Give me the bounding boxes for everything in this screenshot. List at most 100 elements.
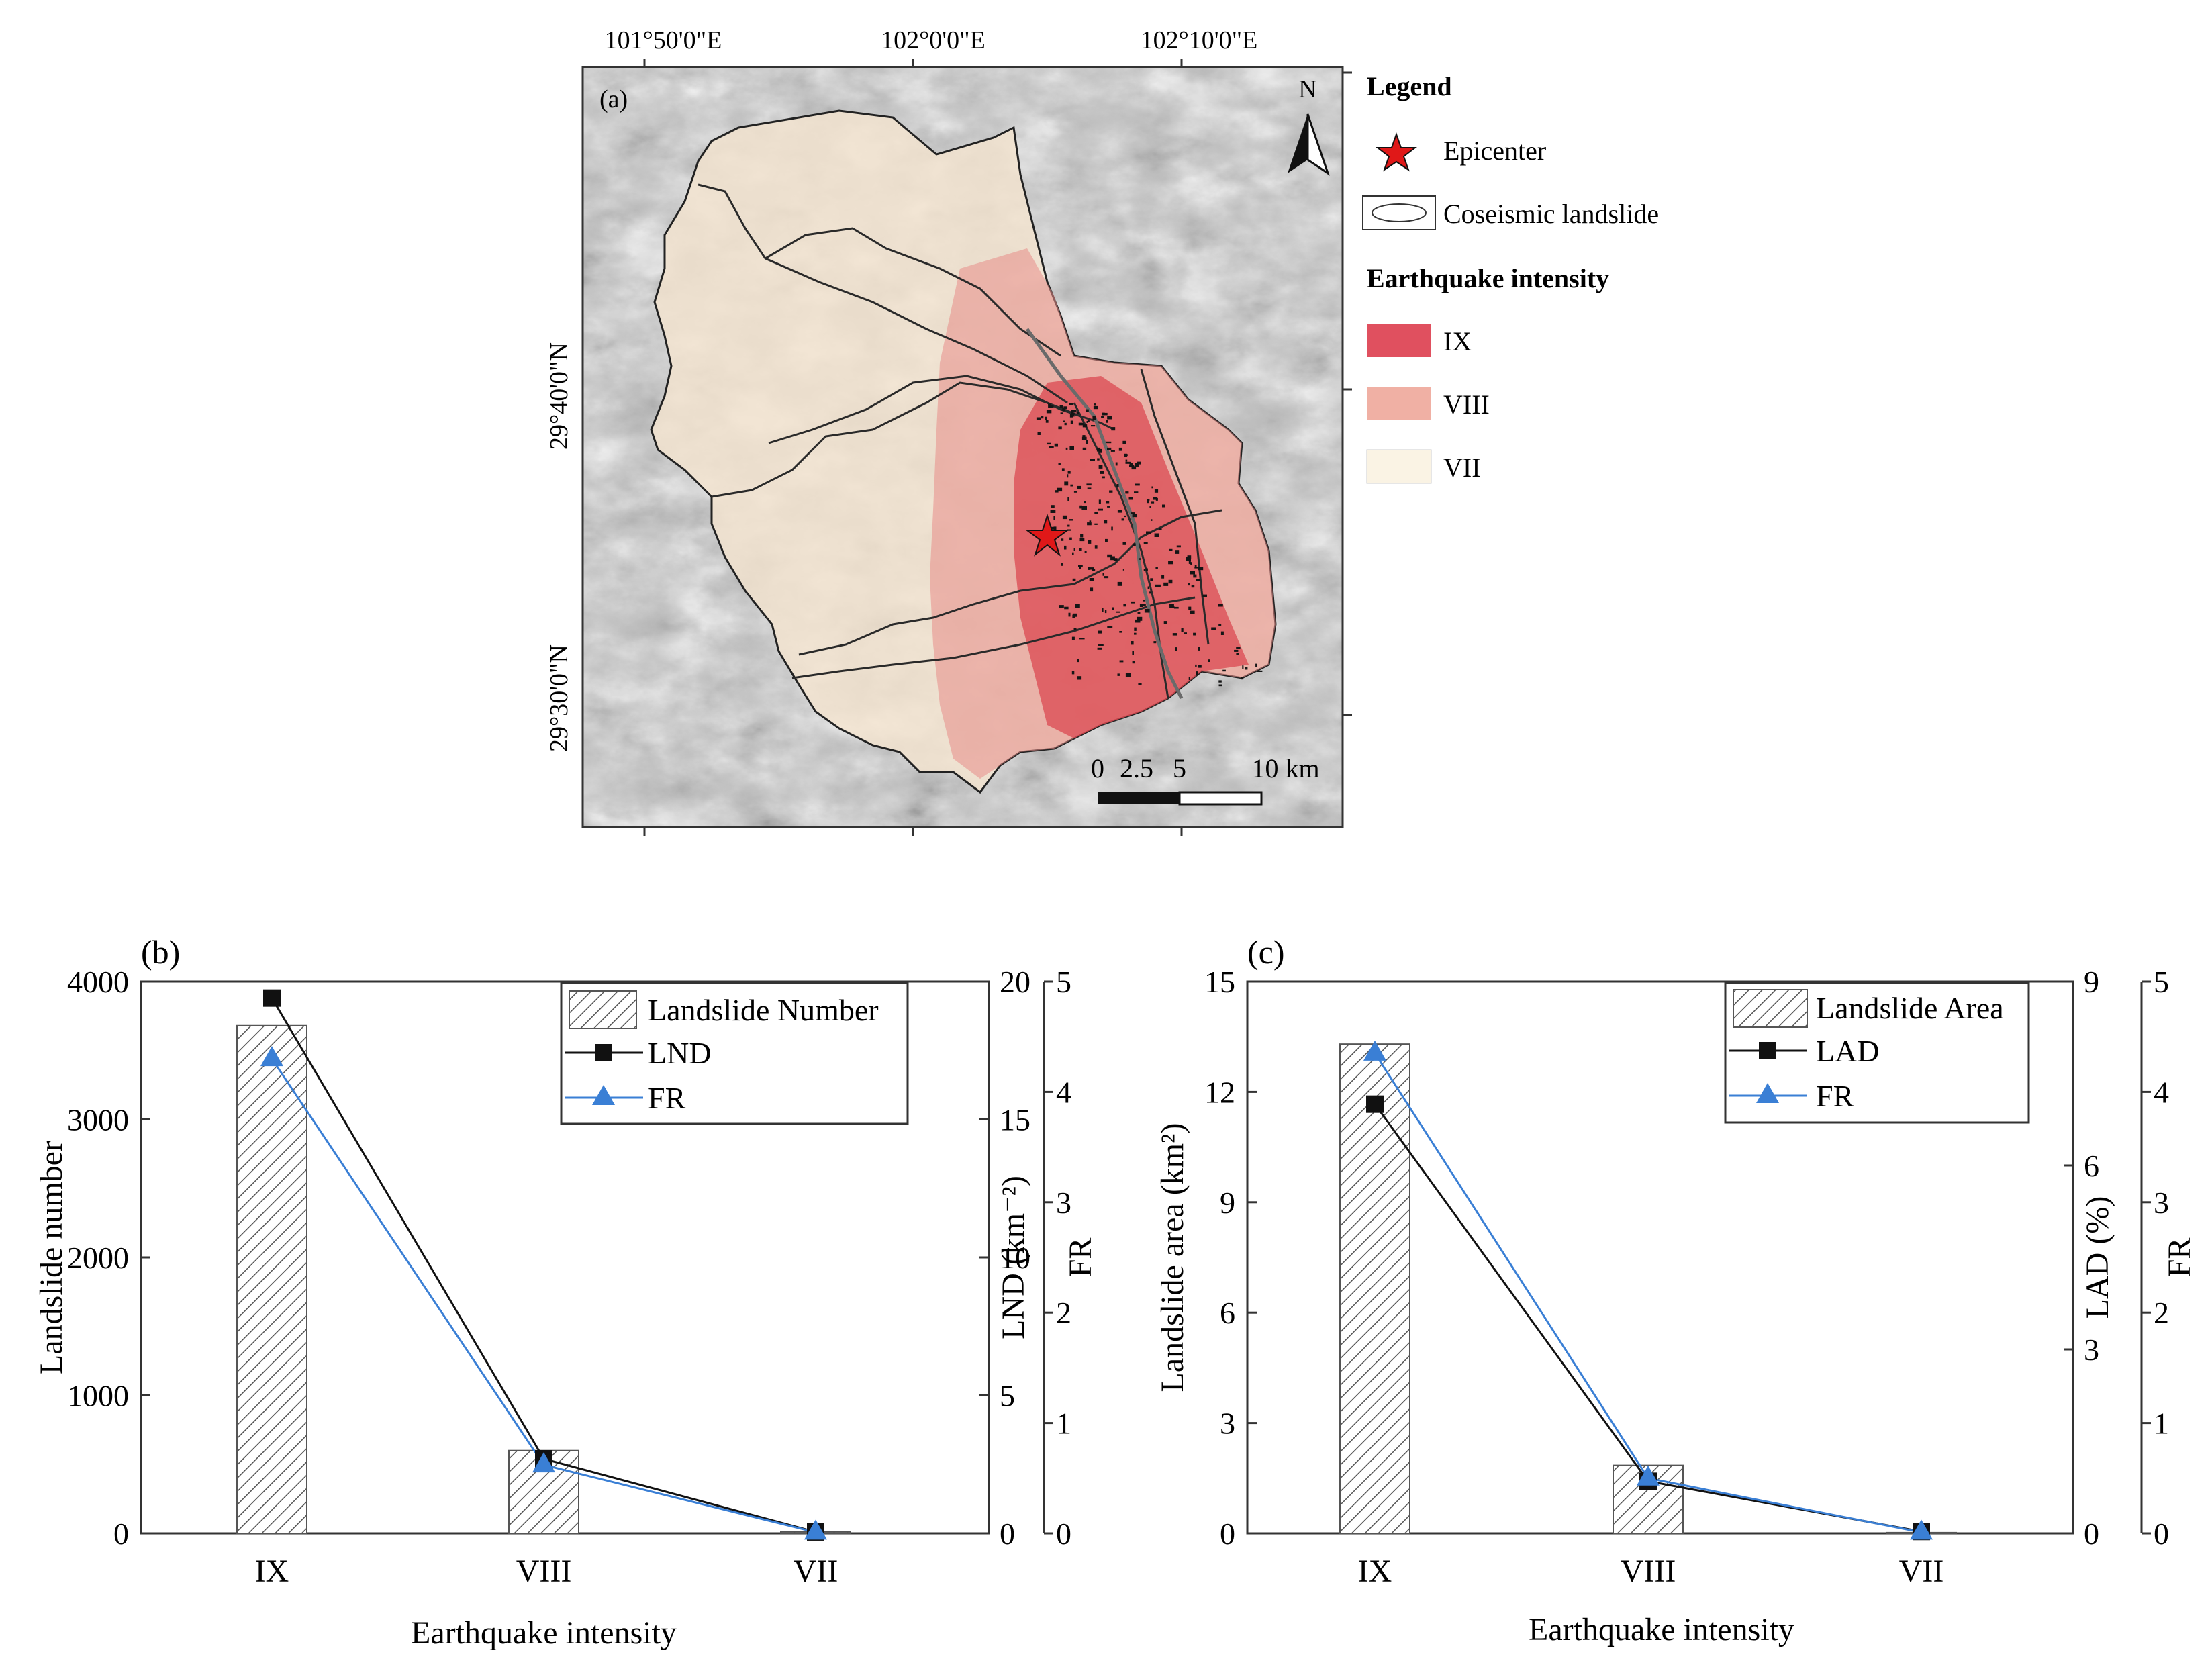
landslide-polygon [1111, 526, 1113, 531]
landslide-polygon [1190, 571, 1195, 575]
landslide-polygon [1064, 422, 1067, 426]
landslide-polygon [1081, 436, 1087, 440]
landslide-polygon [1155, 584, 1161, 587]
y3-axis-title-b: FR [1063, 1238, 1098, 1278]
landslide-polygon [1116, 484, 1119, 487]
y-tick-label: 3 [1220, 1406, 1235, 1441]
landslide-polygon [1051, 405, 1054, 408]
landslide-polygon [1236, 653, 1239, 655]
landslide-polygon [1067, 524, 1070, 527]
landslide-polygon [1079, 638, 1085, 640]
bar [236, 1024, 307, 1534]
landslide-polygon [1163, 582, 1169, 586]
landslide-polygon [1055, 490, 1059, 493]
landslide-polygon [1159, 528, 1162, 530]
landslide-polygon [1124, 515, 1126, 518]
scale-bar [1098, 791, 1263, 806]
landslide-polygon [1098, 508, 1103, 511]
landslide-polygon [1193, 632, 1196, 636]
landslide-polygon [1173, 606, 1179, 609]
landslide-polygon [1143, 569, 1145, 571]
landslide-polygon [1169, 604, 1174, 606]
point-square-marker [263, 989, 281, 1007]
landslide-polygon [1086, 409, 1089, 412]
y-tick-label: 1000 [67, 1379, 129, 1413]
landslide-polygon [1090, 587, 1094, 592]
landslide-polygon [1155, 567, 1158, 569]
landslide-polygon [1257, 670, 1263, 672]
landslide-polygon [1130, 497, 1133, 499]
landslide-polygon [1112, 607, 1114, 610]
landslide-polygon [1218, 680, 1222, 683]
panel-label-c: (c) [1247, 933, 1285, 971]
y-tick-label: 2000 [67, 1241, 129, 1275]
landslide-polygon [1086, 483, 1092, 486]
landslide-polygon [1069, 403, 1073, 405]
landslide-polygon [1153, 641, 1157, 644]
landslide-polygon [1053, 526, 1057, 530]
landslide-polygon [1125, 673, 1131, 677]
landslide-polygon [1060, 412, 1063, 414]
landslide-polygon [1118, 447, 1122, 451]
legend-landslide-label: Coseismic landslide [1443, 199, 1659, 229]
landslide-polygon [1109, 490, 1113, 493]
landslide-polygon [1036, 417, 1041, 420]
landslide-polygon [1175, 647, 1177, 651]
landslide-polygon [1121, 518, 1124, 521]
landslide-polygon [1119, 631, 1122, 633]
landslide-polygon [1163, 621, 1167, 624]
landslide-polygon [1154, 489, 1159, 493]
landslide-polygon [1107, 554, 1112, 558]
point-triangle-marker [532, 1452, 555, 1473]
landslide-polygon [1222, 669, 1226, 672]
x-axis-title-b: Earthquake intensity [411, 1615, 677, 1651]
landslide-polygon [1149, 591, 1151, 594]
legend-square-marker-c [1759, 1042, 1776, 1059]
landslide-polygon [1117, 581, 1122, 586]
landslide-polygon [1137, 616, 1143, 621]
landslide-polygon [1102, 412, 1105, 416]
landslide-polygon [1063, 406, 1067, 410]
landslide-polygon [1045, 420, 1049, 423]
landslide-polygon [1101, 416, 1104, 418]
landslide-polygon [1242, 665, 1244, 669]
landslide-polygon [1084, 501, 1086, 504]
y2-axis-title-c: LAD (%) [2080, 1196, 2115, 1319]
landslide-polygon [1082, 447, 1087, 450]
landslide-polygon [1151, 501, 1155, 504]
landslide-polygon [1108, 626, 1110, 628]
y3-tick-label: 1 [2154, 1406, 2169, 1441]
y3-tick-label: 0 [2154, 1517, 2169, 1551]
landslide-polygon [1075, 604, 1080, 608]
landslide-polygon [1123, 604, 1126, 607]
landslide-polygon [1069, 519, 1073, 521]
landslide-polygon [1090, 459, 1095, 461]
landslide-polygon [1068, 612, 1071, 617]
legend-fr-label-b: FR [648, 1081, 686, 1115]
landslide-polygon [1070, 420, 1073, 424]
landslide-polygon [1191, 585, 1195, 588]
landslide-polygon [1086, 421, 1088, 423]
y-tick-label: 6 [1220, 1296, 1235, 1330]
landslide-legend-icon [1372, 203, 1427, 222]
landslide-polygon [1094, 403, 1096, 406]
y3-axis-title-c: FR [2162, 1238, 2197, 1278]
legend-class-label: VII [1443, 452, 1481, 483]
landslide-polygon [1073, 548, 1075, 551]
landslide-polygon [1125, 459, 1128, 462]
landslide-polygon [1104, 576, 1109, 579]
landslide-polygon [1138, 683, 1142, 685]
landslide-polygon [1078, 422, 1084, 426]
point-triangle-marker [1363, 1040, 1386, 1061]
landslide-polygon [1125, 491, 1129, 494]
y3-tick-label: 4 [2154, 1075, 2169, 1109]
legend-square-marker-b [595, 1044, 612, 1061]
legend-epicenter-label: Epicenter [1443, 136, 1546, 166]
landslide-polygon [1088, 567, 1091, 570]
landslide-polygon [1137, 461, 1141, 465]
plot-marks-b: 0 1000 2000 3000 4000 0 5 10 15 20 0 1 2 3 4 5 IX VIII VII [67, 965, 1071, 1589]
landslide-polygon [1058, 463, 1061, 465]
map-panel: 101°50'0"E 102°0'0"E 102°10'0"E 29°40'0"… [545, 26, 1352, 836]
landslide-polygon [1102, 573, 1104, 576]
